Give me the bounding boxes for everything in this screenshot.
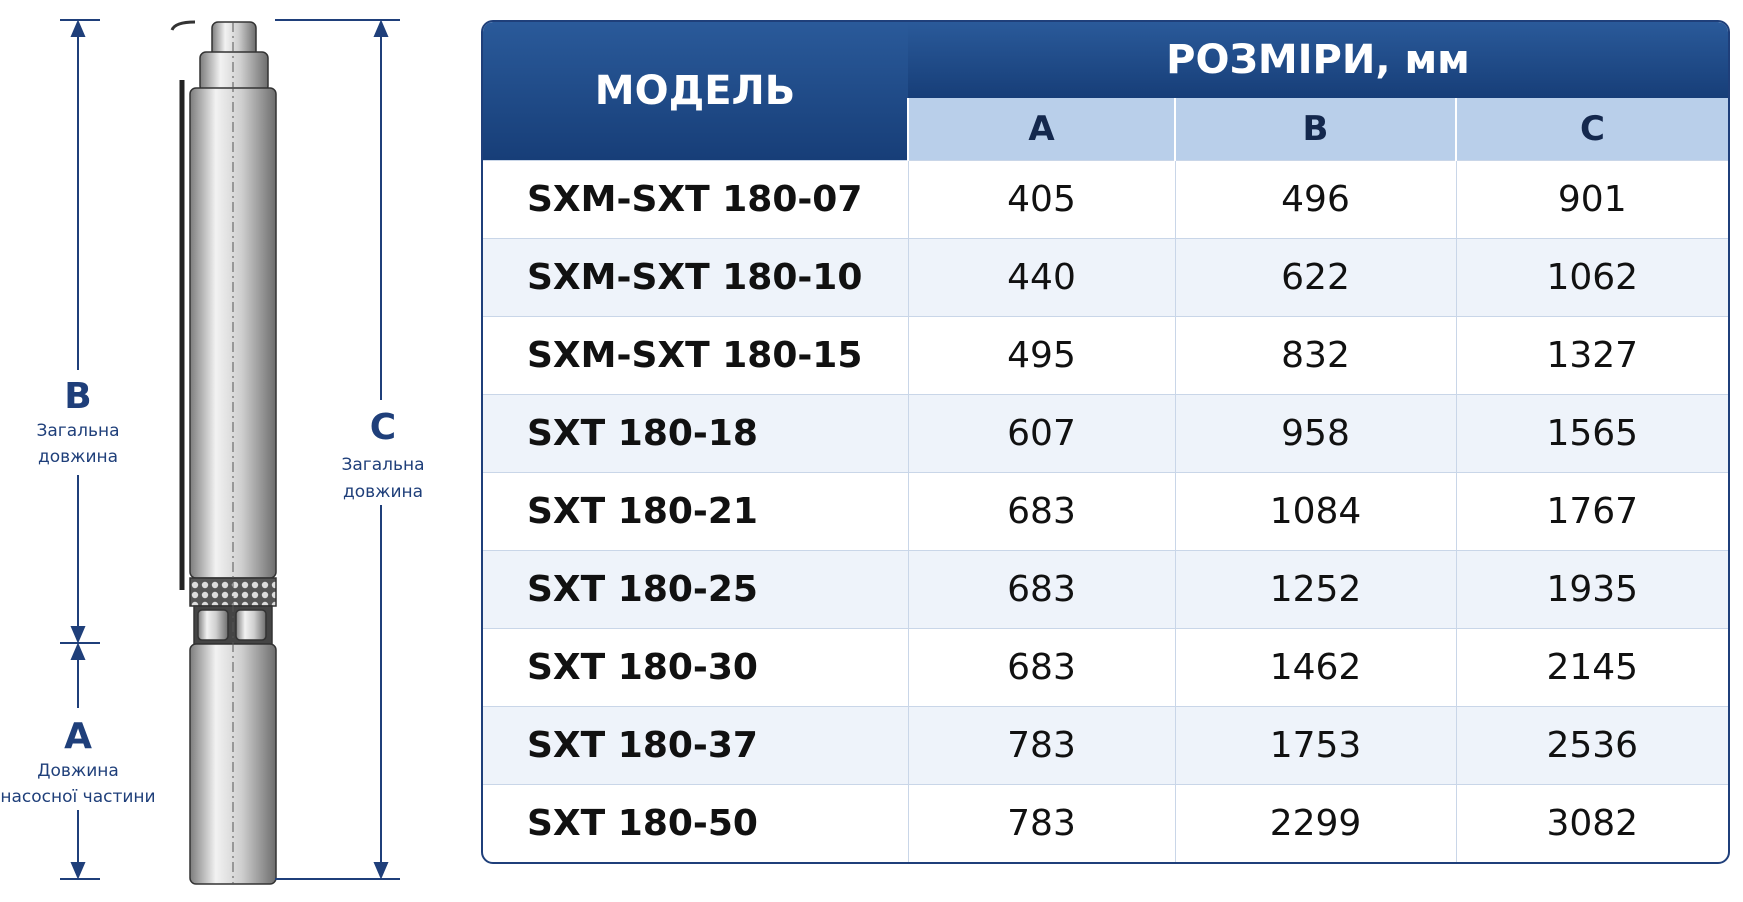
cell: 783 — [907, 784, 1175, 862]
table-row: SXM-SXT 180-07 405 496 901 — [483, 159, 1728, 239]
model-cell: SXM-SXT 180-15 — [483, 316, 908, 395]
dimension-text: довжина — [343, 482, 423, 502]
cell: 1767 — [1455, 472, 1728, 551]
column-header: A — [907, 98, 1175, 161]
cell: 1327 — [1455, 316, 1728, 395]
model-cell: SXT 180-25 — [483, 550, 908, 629]
model-cell: SXM-SXT 180-10 — [483, 238, 908, 317]
model-cell: SXT 180-37 — [483, 706, 908, 785]
table-row: SXT 180-21 683 1084 1767 — [483, 472, 1728, 551]
dimension-text: Довжина — [37, 761, 119, 781]
cell: 405 — [907, 159, 1175, 239]
cell: 3082 — [1455, 784, 1728, 862]
pump-body — [170, 20, 277, 885]
model-cell: SXM-SXT 180-07 — [483, 159, 908, 239]
cell: 1252 — [1174, 550, 1456, 629]
dimension-letter: B — [64, 376, 91, 417]
cell: 958 — [1174, 394, 1456, 473]
cell: 683 — [907, 550, 1175, 629]
header-model: МОДЕЛЬ — [483, 22, 908, 161]
cell: 440 — [907, 238, 1175, 317]
cell: 901 — [1455, 159, 1728, 239]
dimension-letter: C — [370, 407, 396, 448]
table-row: SXT 180-18 607 958 1565 — [483, 394, 1728, 473]
dimension-letter: A — [64, 716, 92, 757]
cell: 1062 — [1455, 238, 1728, 317]
table-row: SXT 180-25 683 1252 1935 — [483, 550, 1728, 629]
cell: 607 — [907, 394, 1175, 473]
dimension-text: довжина — [38, 447, 118, 467]
dimension-text: Загальна — [36, 421, 119, 441]
table-row: SXT 180-30 683 1462 2145 — [483, 628, 1728, 707]
cell: 1753 — [1174, 706, 1456, 785]
cell: 2536 — [1455, 706, 1728, 785]
column-header: C — [1455, 98, 1728, 161]
cell: 2145 — [1455, 628, 1728, 707]
header-sizes: РОЗМІРИ, мм — [908, 22, 1728, 98]
model-cell: SXT 180-30 — [483, 628, 908, 707]
cell: 683 — [907, 628, 1175, 707]
dimension-text: Загальна — [341, 455, 424, 475]
table-row: SXT 180-37 783 1753 2536 — [483, 706, 1728, 785]
cell: 1462 — [1174, 628, 1456, 707]
model-cell: SXT 180-50 — [483, 784, 908, 862]
dimension-text: насосної частини — [0, 787, 155, 807]
cell: 783 — [907, 706, 1175, 785]
cell: 495 — [907, 316, 1175, 395]
cell: 683 — [907, 472, 1175, 551]
cell: 1084 — [1174, 472, 1456, 551]
dimension-lines — [60, 19, 400, 880]
cell: 1565 — [1455, 394, 1728, 473]
table-row: SXM-SXT 180-10 440 622 1062 — [483, 238, 1728, 317]
table-row: SXM-SXT 180-15 495 832 1327 — [483, 316, 1728, 395]
cell: 1935 — [1455, 550, 1728, 629]
pump-diagram: B Загальна довжина C Загальна довжина A … — [0, 19, 425, 885]
cell: 622 — [1174, 238, 1456, 317]
cell: 832 — [1174, 316, 1456, 395]
column-header: B — [1174, 98, 1456, 161]
cell: 496 — [1174, 159, 1456, 239]
table-row: SXT 180-50 783 2299 3082 — [483, 784, 1728, 862]
cell: 2299 — [1174, 784, 1456, 862]
model-cell: SXT 180-18 — [483, 394, 908, 473]
model-cell: SXT 180-21 — [483, 472, 908, 551]
